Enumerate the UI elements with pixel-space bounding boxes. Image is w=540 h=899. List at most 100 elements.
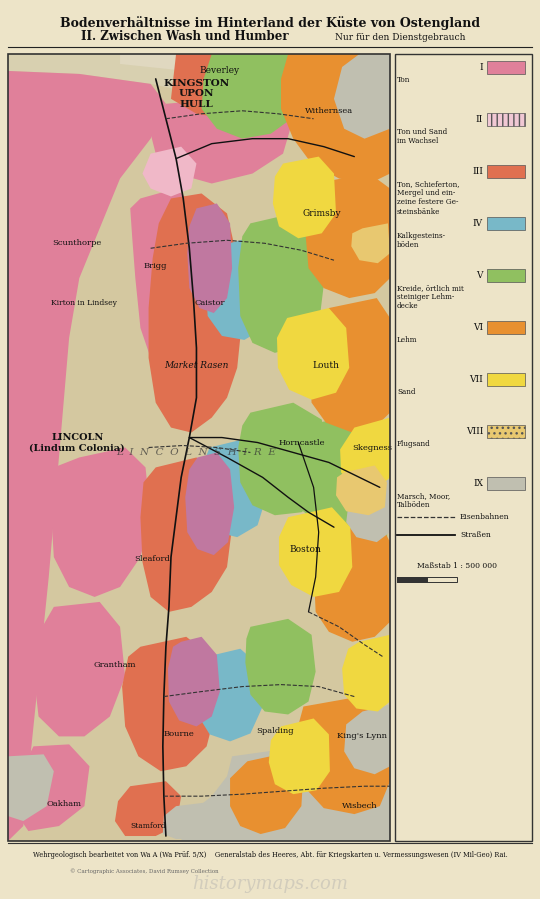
- Bar: [397, 577, 457, 582]
- Text: Bourne: Bourne: [164, 730, 194, 738]
- Text: II. Zwischen Wash und Humber: II. Zwischen Wash und Humber: [81, 31, 289, 43]
- Text: Maßstab 1 : 500 000: Maßstab 1 : 500 000: [417, 562, 497, 570]
- Polygon shape: [346, 479, 390, 542]
- Text: Grantham: Grantham: [94, 661, 136, 669]
- Polygon shape: [198, 649, 262, 742]
- Polygon shape: [334, 54, 390, 138]
- Polygon shape: [140, 458, 232, 612]
- Text: I: I: [480, 63, 483, 72]
- Text: Oakham: Oakham: [46, 800, 82, 808]
- Polygon shape: [16, 744, 90, 831]
- Bar: [8, 54, 390, 841]
- Polygon shape: [269, 718, 330, 794]
- Polygon shape: [336, 466, 387, 515]
- Text: L  I  N  C  O  L  N  S  H  I  R  E: L I N C O L N S H I R E: [117, 448, 276, 457]
- Text: Nur für den Dienstgebrauch: Nur für den Dienstgebrauch: [335, 32, 465, 41]
- Text: Louth: Louth: [312, 361, 339, 370]
- Polygon shape: [314, 522, 390, 642]
- Bar: [8, 54, 390, 841]
- Text: Marsch, Moor,
Talböden: Marsch, Moor, Talböden: [397, 492, 450, 509]
- Bar: [487, 373, 525, 386]
- Polygon shape: [287, 418, 383, 522]
- Text: LINCOLN
(Lindum Colonia): LINCOLN (Lindum Colonia): [30, 432, 125, 452]
- Text: Ton, Schieferton,
Mergel und ein-
zeine festere Ge-
steinsbänke: Ton, Schieferton, Mergel und ein- zeine …: [397, 180, 460, 216]
- Polygon shape: [238, 213, 326, 353]
- Polygon shape: [201, 54, 308, 138]
- Text: V: V: [476, 271, 483, 280]
- Text: Spalding: Spalding: [256, 727, 294, 735]
- Bar: [487, 61, 525, 74]
- Polygon shape: [171, 54, 262, 119]
- Text: VIII: VIII: [465, 427, 483, 436]
- Text: Kalkgesteins-
böden: Kalkgesteins- böden: [397, 232, 446, 249]
- Polygon shape: [151, 89, 293, 183]
- Polygon shape: [163, 801, 232, 839]
- Bar: [487, 217, 525, 230]
- Text: VII: VII: [469, 375, 483, 384]
- Text: Flugsand: Flugsand: [397, 440, 431, 448]
- Bar: [487, 269, 525, 282]
- Polygon shape: [238, 403, 329, 515]
- Polygon shape: [51, 448, 151, 597]
- Polygon shape: [115, 781, 181, 836]
- Bar: [397, 577, 427, 582]
- Polygon shape: [230, 752, 303, 834]
- Polygon shape: [352, 223, 390, 263]
- Text: Grimsby: Grimsby: [302, 209, 341, 218]
- Polygon shape: [273, 156, 336, 238]
- Polygon shape: [8, 71, 166, 841]
- Polygon shape: [204, 440, 267, 538]
- Polygon shape: [245, 619, 316, 715]
- Polygon shape: [168, 636, 220, 726]
- Text: Horncastle: Horncastle: [278, 439, 325, 447]
- Text: IX: IX: [473, 479, 483, 488]
- Text: Caistor: Caistor: [194, 299, 225, 307]
- Text: Kreide, örtlich mit
steiniger Lehm-
decke: Kreide, örtlich mit steiniger Lehm- deck…: [397, 284, 464, 310]
- Text: Ton: Ton: [397, 76, 410, 84]
- Text: Skegness: Skegness: [353, 443, 393, 451]
- Polygon shape: [326, 509, 388, 582]
- Polygon shape: [187, 203, 232, 313]
- Polygon shape: [306, 174, 390, 298]
- Polygon shape: [298, 697, 390, 814]
- Bar: [487, 477, 525, 490]
- Text: Wehrgeologisch bearbeitet von Wa A (Wa Prüf. 5/X)    Generalstab des Heeres, Abt: Wehrgeologisch bearbeitet von Wa A (Wa P…: [32, 851, 508, 859]
- Bar: [395, 54, 532, 841]
- Bar: [487, 425, 525, 438]
- Bar: [487, 113, 525, 126]
- Polygon shape: [130, 189, 201, 368]
- Polygon shape: [342, 635, 390, 711]
- Polygon shape: [344, 705, 390, 774]
- Polygon shape: [148, 193, 242, 432]
- Text: Withernsea: Withernsea: [305, 107, 353, 115]
- Bar: [8, 54, 390, 841]
- Polygon shape: [340, 418, 390, 489]
- Text: King's Lynn: King's Lynn: [338, 733, 388, 741]
- Polygon shape: [206, 238, 275, 340]
- Text: Boston: Boston: [289, 545, 321, 554]
- Text: Stamford: Stamford: [131, 822, 166, 830]
- Bar: [487, 321, 525, 334]
- Text: Wisbech: Wisbech: [342, 802, 377, 810]
- Text: Scunthorpe: Scunthorpe: [52, 239, 102, 247]
- Text: Kirton in Lindsey: Kirton in Lindsey: [51, 299, 117, 307]
- Polygon shape: [122, 636, 217, 771]
- Text: Beverley: Beverley: [200, 67, 240, 76]
- Polygon shape: [33, 602, 125, 736]
- Polygon shape: [281, 54, 390, 183]
- Text: historymaps.com: historymaps.com: [192, 875, 348, 893]
- Text: Sand: Sand: [397, 388, 415, 396]
- Text: KINGSTON
UPON
HULL: KINGSTON UPON HULL: [163, 79, 230, 109]
- Polygon shape: [143, 147, 197, 197]
- Text: Eisenbahnen: Eisenbahnen: [460, 513, 510, 521]
- Text: Straßen: Straßen: [460, 531, 491, 539]
- Bar: [487, 165, 525, 178]
- Text: II: II: [476, 115, 483, 124]
- Text: Ton und Sand
im Wachsel: Ton und Sand im Wachsel: [397, 128, 447, 146]
- Polygon shape: [8, 754, 54, 821]
- Text: Market Rasen: Market Rasen: [164, 361, 228, 370]
- Text: © Cartographic Associates, David Rumsey Collection: © Cartographic Associates, David Rumsey …: [70, 868, 219, 874]
- Text: III: III: [472, 167, 483, 176]
- Polygon shape: [8, 54, 390, 154]
- Polygon shape: [279, 507, 352, 597]
